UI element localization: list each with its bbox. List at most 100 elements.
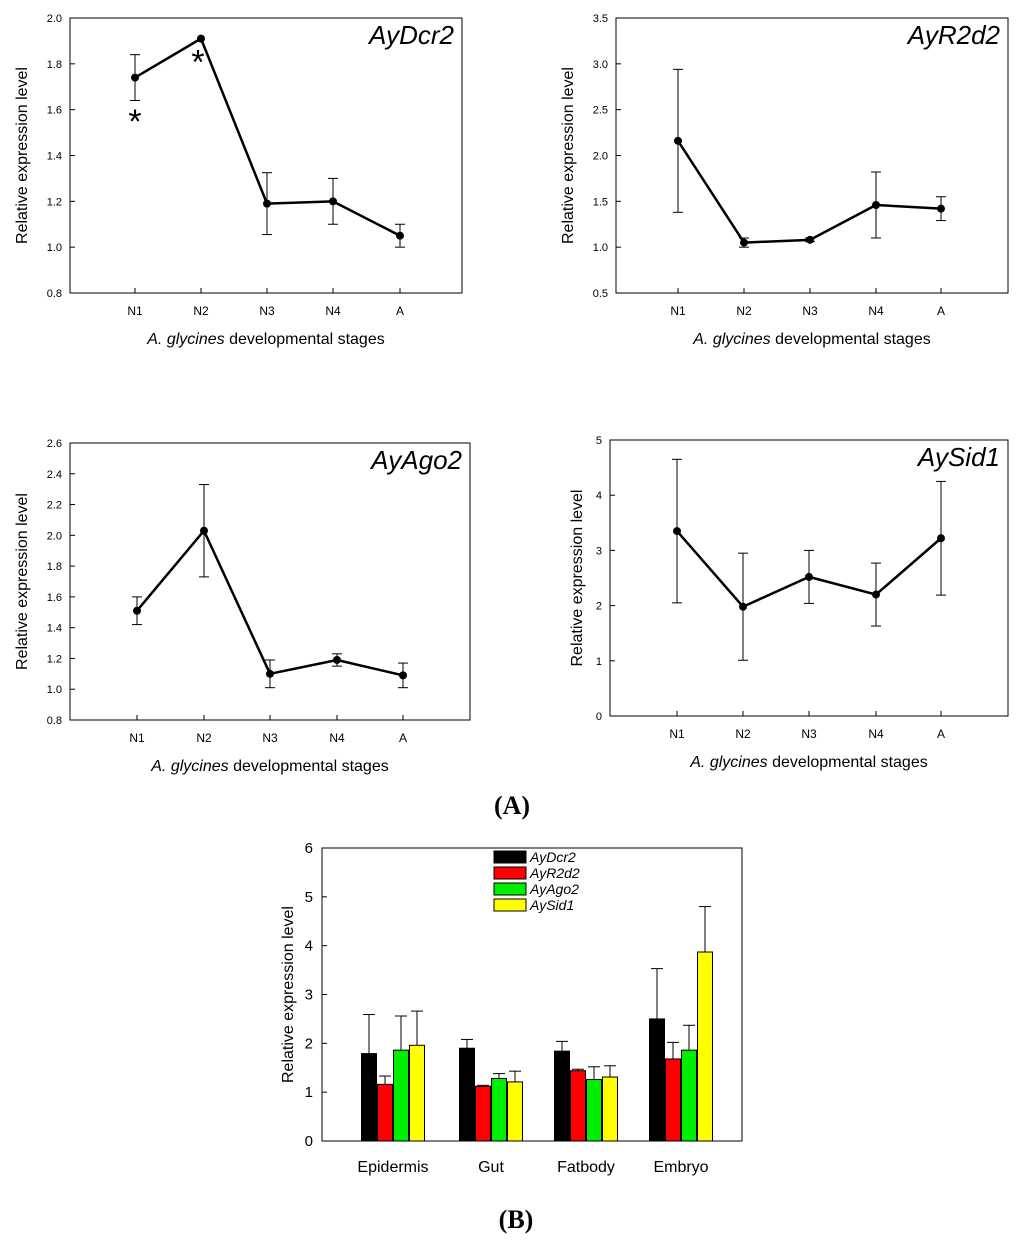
- data-point-n2: [200, 526, 208, 535]
- data-point-n1: [673, 527, 681, 536]
- x-axis-label: A. glycines developmental stages: [150, 758, 388, 775]
- y-tick-label: 0.5: [593, 288, 608, 300]
- bar-aysid1-fatbody: [602, 1076, 618, 1142]
- y-tick-label: 1.4: [47, 623, 62, 635]
- x-axis-label-text: developmental stages: [768, 754, 928, 771]
- legend-label-aydcr2: AyDcr2: [529, 849, 576, 865]
- y-tick-label: 1.5: [593, 196, 608, 208]
- data-point-n2: [197, 34, 205, 43]
- data-point-n4: [872, 201, 880, 209]
- y-tick-label: 3: [596, 545, 602, 557]
- chart-tissue-bars: 0 1 2 3 4 5 6 Epidermis Gut Fatbody Embryo Relative…: [280, 840, 743, 1176]
- data-point-n2: [739, 602, 747, 611]
- y-axis-label: Relative expression level: [14, 493, 31, 670]
- y-tick-label: 2.2: [47, 500, 62, 512]
- y-tick-label: 3.5: [593, 13, 608, 25]
- data-point-n1: [131, 73, 139, 82]
- chart-aydcr2: 0.8 1.0 1.2 1.4 1.6 1.8 2.0 N1 N2 N3 N4 A * * AyDcr2 Re…: [14, 13, 463, 348]
- bar-ayago2-epidermis: [393, 1049, 409, 1142]
- y-tick-label: 2.0: [47, 13, 62, 25]
- y-tick-label: 0: [596, 711, 602, 723]
- x-tick-label-n4: N4: [868, 727, 884, 741]
- plot-frame: [615, 17, 1009, 294]
- x-axis-label: A. glycines developmental stages: [146, 331, 384, 348]
- bar-ayr2d2-gut: [475, 1085, 491, 1142]
- data-point-a: [937, 534, 945, 543]
- y-tick-label: 4: [596, 490, 602, 502]
- data-point-n3: [263, 199, 271, 208]
- legend-swatch-aydcr2: [493, 850, 527, 864]
- x-axis-label: A. glycines developmental stages: [689, 754, 927, 771]
- y-axis-label: Relative expression level: [280, 906, 297, 1083]
- bar-aysid1-epidermis: [409, 1044, 425, 1142]
- y-tick-label: 1.2: [47, 196, 62, 208]
- y-tick-label: 2: [596, 601, 602, 613]
- bar-ayago2-fatbody: [586, 1078, 602, 1142]
- bar-aysid1-embryo: [697, 951, 713, 1142]
- data-point-n2: [740, 238, 748, 247]
- legend-label-aysid1: AySid1: [529, 897, 574, 913]
- x-tick-label-a: A: [937, 304, 945, 318]
- legend-label-ayr2d2: AyR2d2: [529, 865, 580, 881]
- plot-frame: [69, 17, 463, 294]
- y-axis-label: Relative expression level: [560, 67, 577, 244]
- bar-aydcr2-embryo: [649, 1018, 665, 1142]
- data-point-n3: [806, 235, 814, 244]
- y-tick-label: 5: [596, 435, 602, 447]
- x-tick-label-n1: N1: [127, 304, 143, 318]
- y-tick-label: 1: [305, 1084, 313, 1101]
- x-tick-label-n2: N2: [196, 731, 212, 745]
- y-tick-label: 1.4: [47, 151, 62, 163]
- x-tick-label-n2: N2: [193, 304, 209, 318]
- x-tick-label-n3: N3: [801, 727, 817, 741]
- data-point-n4: [872, 590, 880, 599]
- x-axis-label: A. glycines developmental stages: [692, 331, 930, 348]
- legend-swatch-ayago2: [493, 882, 527, 896]
- chart-title: AySid1: [916, 442, 1000, 472]
- chart-title: AyDcr2: [367, 20, 455, 50]
- x-tick-label-n1: N1: [670, 304, 686, 318]
- y-tick-label: 1.0: [47, 242, 62, 254]
- y-tick-label: 1: [596, 656, 602, 668]
- significance-marker: *: [191, 43, 204, 81]
- y-tick-label: 1.0: [47, 684, 62, 696]
- x-tick-label-n2: N2: [735, 727, 751, 741]
- bar-aydcr2-fatbody: [554, 1050, 570, 1142]
- y-tick-label: 0.8: [47, 288, 62, 300]
- data-point-n4: [329, 197, 337, 206]
- x-axis-label-text: developmental stages: [229, 758, 389, 775]
- chart-ayr2d2: 0.5 1.0 1.5 2.0 2.5 3.0 3.5 N1 N2 N3 N4 A AyR2d2 Rela…: [560, 13, 1009, 348]
- y-tick-label: 2.5: [593, 105, 608, 117]
- x-tick-label-a: A: [937, 727, 945, 741]
- bar-aydcr2-epidermis: [361, 1053, 377, 1142]
- x-tick-label-n4: N4: [325, 304, 341, 318]
- x-axis-label-species: A. glycines: [692, 331, 770, 348]
- data-point-n1: [133, 606, 141, 615]
- chart-aysid1: 0 1 2 3 4 5 N1 N2 N3 N4 A AySid1 Relative expression…: [569, 435, 1009, 771]
- y-tick-label: 1.0: [593, 242, 608, 254]
- x-tick-label-n4: N4: [329, 731, 345, 745]
- bar-aydcr2-gut: [459, 1047, 475, 1142]
- y-tick-label: 2: [305, 1035, 313, 1052]
- x-axis-label-species: A. glycines: [689, 754, 767, 771]
- x-tick-label-a: A: [399, 731, 407, 745]
- data-point-a: [399, 671, 407, 680]
- y-tick-label: 4: [305, 938, 313, 955]
- chart-ayago2: 0.81.01.21.41.61.82.02.22.42.6N1 N2 N3 N4 AA…: [14, 438, 471, 775]
- bar-ayago2-gut: [491, 1077, 507, 1142]
- bar-ayr2d2-fatbody: [570, 1070, 586, 1142]
- x-tick-label-n3: N3: [802, 304, 818, 318]
- y-tick-label: 6: [305, 840, 313, 857]
- data-point-n3: [266, 669, 274, 678]
- panel-label-b: (B): [499, 1205, 534, 1234]
- y-tick-label: 3: [305, 987, 313, 1004]
- x-axis-label-text: developmental stages: [225, 331, 385, 348]
- y-tick-label: 1.8: [47, 561, 62, 573]
- series-line: [676, 140, 942, 244]
- x-axis-label-species: A. glycines: [150, 758, 228, 775]
- significance-marker: *: [128, 103, 141, 141]
- y-tick-label: 0: [305, 1133, 313, 1150]
- series-line: [136, 529, 404, 677]
